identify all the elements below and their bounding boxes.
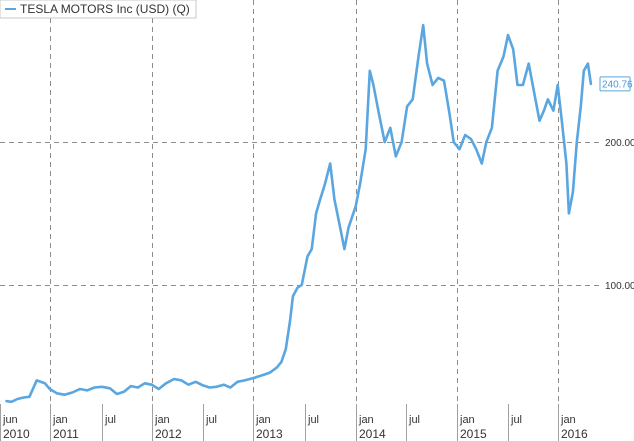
x-tick-year-label: 2010 [3, 427, 30, 441]
x-tick-month-label: jan [255, 414, 271, 426]
legend: TESLA MOTORS Inc (USD) (Q) [0, 0, 197, 19]
x-tick-year-label: 2013 [256, 427, 283, 441]
y-tick-label: 200.00 [605, 138, 634, 149]
y-tick-label: 100.00 [605, 281, 634, 292]
x-tick-month-label: jan [154, 414, 170, 426]
x-tick-year-label: 2015 [460, 427, 487, 441]
legend-series-name: TESLA MOTORS Inc (USD) (Q) [20, 2, 190, 16]
x-tick-year-label: 2011 [53, 427, 79, 441]
x-tick-year-label: 2012 [155, 427, 182, 441]
x-tick-year-label: 2016 [561, 427, 588, 441]
x-tick-month-label: jul [408, 414, 420, 426]
price-series-line [5, 23, 593, 404]
x-tick-month-label: jan [52, 414, 68, 426]
x-tick-month-label: jan [459, 414, 475, 426]
x-tick-month-label: jul [205, 414, 217, 426]
x-tick-month-label: jul [510, 414, 522, 426]
y-axis: 100.00 200.00 [605, 138, 634, 292]
x-tick-month-label: jan [358, 414, 374, 426]
last-value-badge: 240.76 [599, 76, 633, 92]
x-tick-month-label: jan [560, 414, 576, 426]
grid [0, 0, 600, 404]
last-value-label: 240.76 [602, 79, 633, 90]
x-tick-month-label: jun [2, 414, 18, 426]
x-tick-year-label: 2014 [359, 427, 386, 441]
x-tick-month-label: jul [307, 414, 319, 426]
x-tick-month-label: jul [104, 414, 116, 426]
